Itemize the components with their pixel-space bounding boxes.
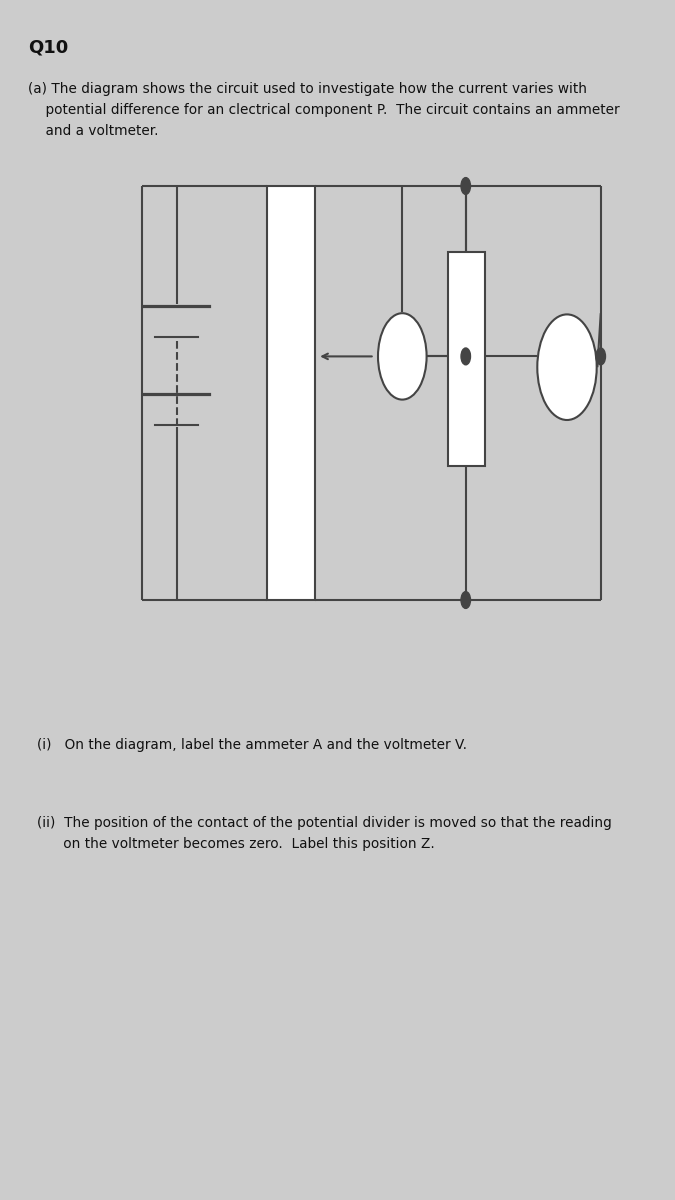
- Circle shape: [596, 348, 605, 365]
- Text: Q10: Q10: [28, 38, 69, 56]
- Bar: [267, 186, 315, 600]
- Circle shape: [537, 314, 597, 420]
- Circle shape: [461, 348, 470, 365]
- Circle shape: [461, 592, 470, 608]
- Text: (i)   On the diagram, label the ammeter A and the voltmeter V.: (i) On the diagram, label the ammeter A …: [37, 738, 467, 752]
- Text: P: P: [461, 352, 470, 366]
- Text: (a) The diagram shows the circuit used to investigate how the current varies wit: (a) The diagram shows the circuit used t…: [28, 82, 620, 138]
- Circle shape: [378, 313, 427, 400]
- Text: (ii)  The position of the contact of the potential divider is moved so that the : (ii) The position of the contact of the …: [37, 816, 612, 851]
- Bar: [448, 252, 485, 466]
- Circle shape: [461, 178, 470, 194]
